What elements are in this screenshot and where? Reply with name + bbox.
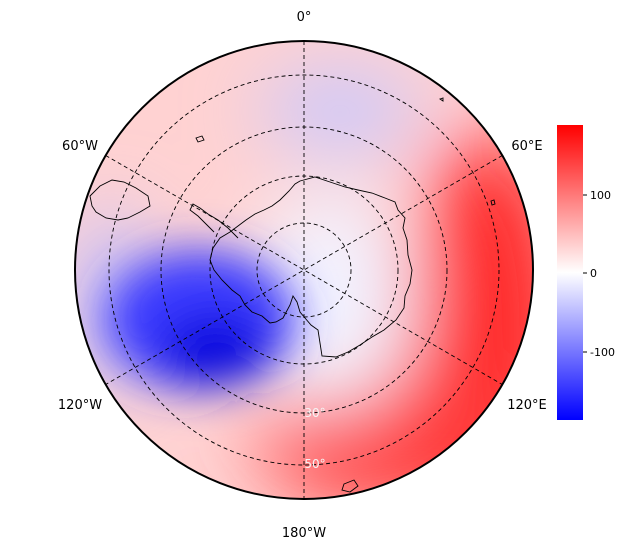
graticule xyxy=(105,41,503,499)
colorbar-gradient xyxy=(557,125,583,420)
anomaly-field xyxy=(75,41,533,499)
meridian-60e-120w xyxy=(105,155,503,385)
sub-antarctic-island-1 xyxy=(490,199,496,206)
meridian-60w-120e xyxy=(105,155,503,385)
sub-antarctic-island-2 xyxy=(438,97,444,102)
colorbar-label-neg100: -100 xyxy=(590,346,615,359)
colorbar: 100 0 -100 xyxy=(557,125,615,420)
lat-label-30: 30° xyxy=(304,406,325,420)
antarctica-coast xyxy=(209,176,413,358)
south-america-tip xyxy=(89,179,151,221)
coastlines xyxy=(89,97,496,493)
colorbar-label-0: 0 xyxy=(590,267,597,280)
neutral-continent xyxy=(245,190,415,410)
lon-label-0: 0° xyxy=(297,10,312,25)
negative-anomaly-core xyxy=(160,315,270,385)
lon-label-180: 180°W xyxy=(282,526,326,541)
falkland-islands xyxy=(195,135,205,143)
negative-anomaly-north xyxy=(260,70,420,150)
map-boundary xyxy=(74,40,534,500)
lat-label-50: 50° xyxy=(304,457,325,471)
colorbar-label-100: 100 xyxy=(590,189,611,202)
lon-label-120w: 120°W xyxy=(58,398,102,413)
lon-label-60e: 60°E xyxy=(511,139,542,154)
antarctic-peninsula xyxy=(189,203,239,239)
lat-circle-4 xyxy=(108,74,500,466)
positive-anomaly-east xyxy=(410,130,533,499)
new-zealand-island xyxy=(341,479,359,493)
lon-label-60w: 60°W xyxy=(62,139,98,154)
lon-label-120e: 120°E xyxy=(507,398,547,413)
